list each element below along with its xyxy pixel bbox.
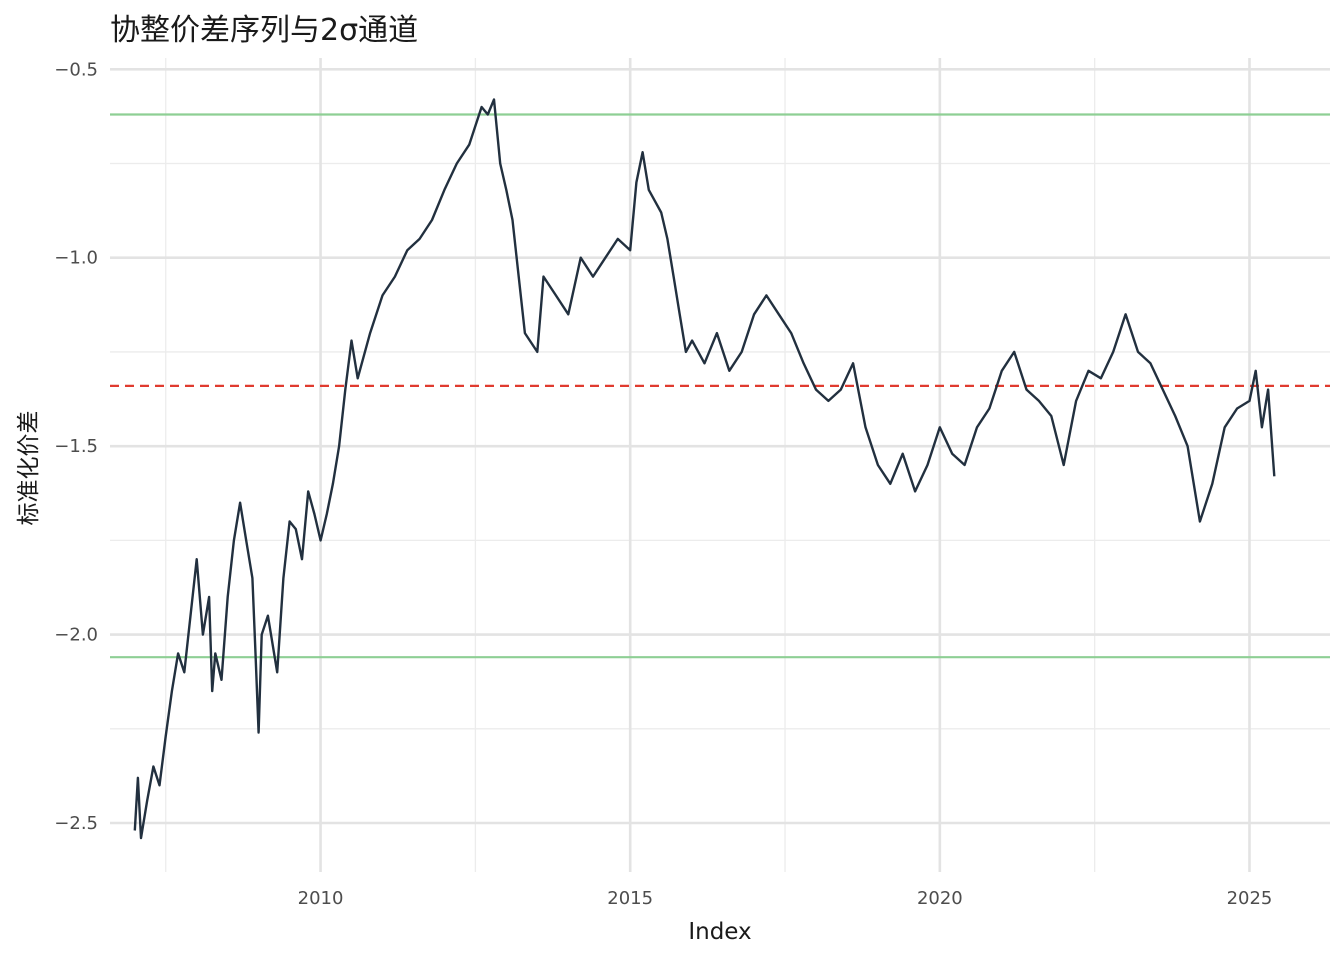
x-tick-label: 2025	[1227, 888, 1273, 909]
minor-gridlines	[110, 58, 1330, 872]
y-tick-label: −1.0	[54, 248, 98, 269]
spread-series-line	[133, 98, 1276, 840]
x-tick-label: 2020	[917, 888, 963, 909]
y-tick-label: −2.0	[54, 625, 98, 646]
major-gridlines	[110, 58, 1330, 872]
x-tick-label: 2010	[298, 888, 344, 909]
x-tick-label: 2015	[607, 888, 653, 909]
reference-lines	[110, 113, 1330, 659]
x-axis-title: Index	[688, 919, 751, 945]
x-tick-labels: 2010 2015 2020 2025	[298, 888, 1273, 909]
chart-title: 协整价差序列与2σ通道	[110, 13, 418, 48]
y-tick-labels: −2.5 −2.0 −1.5 −1.0 −0.5	[54, 59, 98, 834]
y-tick-label: −0.5	[54, 59, 98, 80]
y-tick-label: −1.5	[54, 436, 98, 457]
y-axis-title: 标准化价差	[16, 411, 42, 526]
y-tick-label: −2.5	[54, 813, 98, 834]
